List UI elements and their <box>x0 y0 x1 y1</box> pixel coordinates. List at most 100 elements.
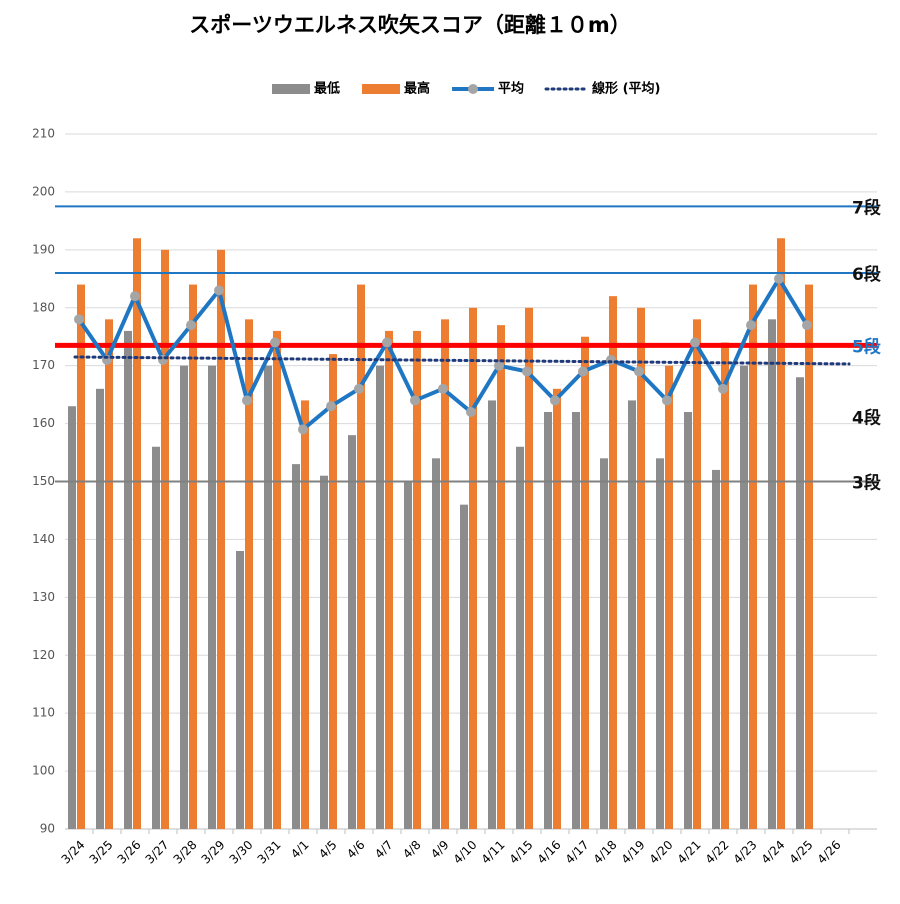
legend-marker <box>468 84 479 94</box>
y-tick-label: 110 <box>32 706 55 720</box>
legend-label: 線形 (平均) <box>592 81 660 97</box>
x-tick-label: 4/18 <box>591 838 620 867</box>
bar <box>264 365 272 829</box>
bar <box>712 469 720 829</box>
bar <box>236 551 244 829</box>
average-marker <box>606 354 616 365</box>
y-tick-label: 160 <box>32 416 55 430</box>
bar <box>217 249 225 830</box>
x-tick-label: 4/22 <box>703 838 732 867</box>
x-tick-label: 4/20 <box>647 838 676 867</box>
bar <box>348 435 356 829</box>
bar <box>68 406 76 829</box>
x-tick-label: 4/6 <box>344 838 368 862</box>
x-tick-label: 3/26 <box>115 838 144 867</box>
bar <box>721 342 729 829</box>
bar <box>301 400 309 829</box>
bar <box>637 307 645 829</box>
bar <box>553 388 561 829</box>
reference-label: 4段 <box>852 407 881 428</box>
average-marker <box>326 401 336 412</box>
bar <box>152 446 160 829</box>
trend-line <box>73 355 851 366</box>
bar <box>385 330 393 829</box>
x-tick-label: 4/25 <box>787 838 816 867</box>
bar <box>684 412 692 829</box>
bar <box>180 365 188 829</box>
bar <box>329 354 337 829</box>
x-tick-label: 4/9 <box>428 838 452 862</box>
x-tick-label: 4/11 <box>479 838 508 867</box>
legend-label: 最低 <box>314 81 340 97</box>
x-tick-label: 3/29 <box>199 838 228 867</box>
average-marker <box>690 337 700 348</box>
y-tick-label: 200 <box>32 184 55 198</box>
average-marker <box>270 337 280 348</box>
y-tick-label: 180 <box>32 300 55 314</box>
bar <box>665 365 673 829</box>
average-marker <box>774 273 784 284</box>
average-marker <box>214 285 224 296</box>
x-tick-label: 4/1 <box>288 838 312 862</box>
bar <box>105 319 113 829</box>
legend-label: 最高 <box>404 81 430 97</box>
average-marker <box>354 383 364 394</box>
average-marker <box>382 337 392 348</box>
reference-label: 3段 <box>852 473 881 494</box>
x-tick-label: 3/30 <box>227 838 256 867</box>
bar <box>628 400 636 829</box>
y-tick-label: 90 <box>40 822 55 836</box>
bar <box>656 458 664 829</box>
bar <box>796 377 804 829</box>
x-tick-label: 3/28 <box>171 838 200 867</box>
bar <box>292 464 300 829</box>
average-marker <box>438 383 448 394</box>
y-tick-label: 190 <box>32 242 55 256</box>
y-tick-label: 130 <box>32 590 55 604</box>
average-marker <box>634 366 644 377</box>
average-marker <box>298 424 308 435</box>
bar <box>133 238 141 829</box>
x-tick-label: 3/31 <box>255 838 284 867</box>
bar <box>581 336 589 829</box>
bar <box>208 365 216 829</box>
bar <box>740 365 748 829</box>
bar <box>544 412 552 829</box>
bar <box>320 475 328 829</box>
average-marker <box>242 395 252 406</box>
bar <box>777 238 785 829</box>
bar <box>488 400 496 829</box>
bar <box>516 446 524 829</box>
bar <box>404 481 412 829</box>
y-tick-label: 140 <box>32 532 55 546</box>
x-tick-label: 3/27 <box>143 838 172 867</box>
average-marker <box>522 366 532 377</box>
average-marker <box>802 320 812 331</box>
x-tick-label: 4/23 <box>731 838 760 867</box>
average-marker <box>746 320 756 331</box>
bar <box>441 319 449 829</box>
bar <box>572 412 580 829</box>
bar <box>161 249 169 830</box>
average-marker <box>550 395 560 406</box>
y-tick-label: 210 <box>32 127 55 141</box>
x-tick-label: 4/5 <box>316 838 340 862</box>
bar <box>432 458 440 829</box>
bar <box>600 458 608 829</box>
average-marker <box>186 320 196 331</box>
y-tick-label: 100 <box>32 764 55 778</box>
average-marker <box>718 383 728 394</box>
chart-title: スポーツウエルネス吹矢スコア（距離１０m） <box>189 13 630 37</box>
x-tick-label: 4/16 <box>535 838 564 867</box>
y-tick-label: 150 <box>32 474 55 488</box>
y-tick-label: 170 <box>32 358 55 372</box>
x-tick-label: 4/10 <box>451 838 480 867</box>
bar <box>469 307 477 829</box>
bar <box>749 284 757 829</box>
average-marker <box>494 360 504 371</box>
average-marker <box>662 395 672 406</box>
bar <box>768 319 776 829</box>
x-tick-label: 4/8 <box>400 838 424 862</box>
x-tick-label: 3/25 <box>87 838 116 867</box>
